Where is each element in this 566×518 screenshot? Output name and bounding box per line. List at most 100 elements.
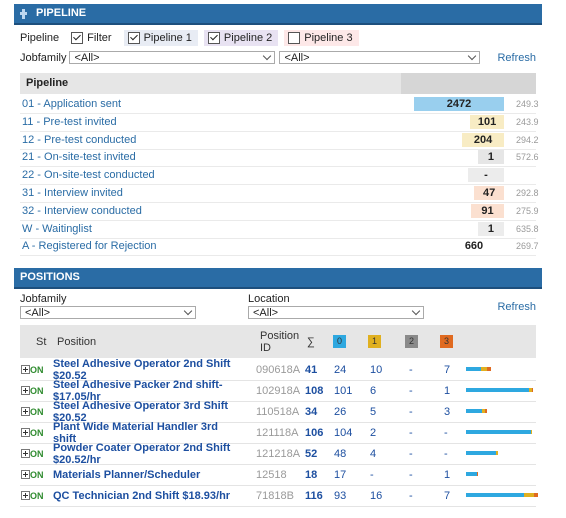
pipeline-refresh-link[interactable]: Refresh [497, 51, 536, 64]
pipeline-row[interactable]: 21 - On-site-test invited 1 572.6 [20, 148, 539, 168]
col-stage2-header[interactable]: 2 [405, 335, 418, 348]
pipeline1-checkbox[interactable] [127, 32, 140, 44]
pipeline-row[interactable]: 11 - Pre-test invited 101 243.9 [20, 113, 539, 132]
stage1-count[interactable]: 6 [370, 384, 377, 397]
expand-icon[interactable] [21, 449, 30, 458]
stage-distribution-bar [466, 409, 488, 413]
position-total[interactable]: 34 [305, 405, 318, 418]
stage-bar-segment [482, 409, 486, 413]
pipeline-row[interactable]: 01 - Application sent 2472 249.3 [20, 95, 539, 114]
position-id: 12518 [256, 468, 287, 481]
col-position-header[interactable]: Position [57, 335, 97, 348]
stage0-count[interactable]: 17 [334, 468, 347, 481]
stage0-count[interactable]: 24 [334, 363, 347, 376]
filter-checkbox-group[interactable]: Filter [67, 30, 117, 46]
position-name-link[interactable]: Plant Wide Material Handler 3rd shift [53, 420, 218, 445]
pipeline2-checkbox-group[interactable]: Pipeline 2 [203, 30, 279, 46]
stage1-count[interactable]: 16 [370, 489, 383, 502]
table-row[interactable]: ON QC Technician 2nd Shift $18.93/hr 71818… [20, 485, 538, 507]
position-total[interactable]: 52 [305, 447, 318, 460]
stage0-count[interactable]: 48 [334, 447, 347, 460]
table-row[interactable]: ON Steel Adhesive Packer 2nd shift- $17.0… [20, 378, 536, 403]
location-select[interactable]: <All> [248, 306, 424, 319]
stage1-count[interactable]: 2 [370, 426, 377, 439]
pipeline3-checkbox-group[interactable]: Pipeline 3 [284, 30, 359, 46]
col-stage1-header[interactable]: 1 [368, 335, 381, 348]
stage3-count[interactable]: 1 [444, 384, 451, 397]
pipeline-row-label[interactable]: 01 - Application sent [22, 98, 122, 110]
stage0-count[interactable]: 101 [334, 384, 353, 397]
positions-refresh-link[interactable]: Refresh [497, 301, 536, 313]
stage1-count[interactable]: 5 [370, 405, 377, 418]
pipeline-row[interactable]: 12 - Pre-test conducted 204 294.2 [20, 131, 539, 150]
stage2-count: - [409, 468, 413, 481]
pipeline-row-label[interactable]: W - Waitinglist [22, 222, 92, 235]
jobfamily-select[interactable]: <All> [69, 51, 276, 64]
position-name-link[interactable]: Steel Adhesive Operator 3rd Shift $20.52 [53, 399, 229, 424]
pipeline-row[interactable]: 32 - Interview conducted 91 275.9 [20, 202, 539, 221]
stage1-count[interactable]: - [370, 468, 374, 481]
table-row[interactable]: ON Steel Adhesive Operator 2nd Shift $20.… [20, 357, 536, 382]
pipeline-row-label[interactable]: 21 - On-site-test invited [22, 151, 136, 164]
pipeline2-checkbox[interactable] [207, 32, 220, 44]
pipeline1-checkbox-group[interactable]: Pipeline 1 [123, 30, 198, 46]
table-row[interactable]: ON Powder Coater Operator 2nd Shift $20.5… [20, 441, 536, 466]
expand-icon[interactable] [21, 386, 30, 395]
expand-icon[interactable] [21, 407, 30, 416]
pipeline-row[interactable]: W - Waitinglist 1 635.8 [20, 220, 539, 239]
pipeline-header: Pipeline [20, 73, 536, 94]
stage3-count[interactable]: 3 [444, 405, 451, 418]
pipeline-row[interactable]: 31 - Interview invited 47 292.8 [20, 184, 539, 203]
col-stage3-header[interactable]: 3 [440, 335, 453, 348]
stage0-count[interactable]: 104 [334, 426, 353, 439]
pipeline3-checkbox[interactable] [288, 32, 301, 44]
stage3-count[interactable]: 7 [444, 363, 451, 376]
table-row[interactable]: ON Materials Planner/Scheduler 12518 18 17 - -… [20, 464, 536, 486]
pipeline-row-label[interactable]: 22 - On-site-test conducted [22, 169, 155, 182]
col-position-id-header[interactable]: Position ID [260, 329, 300, 354]
position-total[interactable]: 18 [305, 468, 318, 481]
stage3-count[interactable]: - [444, 447, 448, 460]
pipeline-row[interactable]: A - Registered for Rejection 660 269.7 [20, 237, 539, 257]
pipeline-row-label[interactable]: 12 - Pre-test conducted [22, 133, 137, 146]
pipeline-row-label[interactable]: 32 - Interview conducted [22, 204, 142, 217]
position-name-link[interactable]: Materials Planner/Scheduler [53, 468, 201, 481]
stage2-count: - [409, 447, 413, 460]
stage3-count[interactable]: 1 [444, 468, 451, 481]
stage3-count[interactable]: 7 [444, 489, 451, 502]
stage1-count[interactable]: 4 [370, 447, 377, 460]
pipeline-row-label[interactable]: 31 - Interview invited [22, 187, 123, 199]
pipeline-row-label[interactable]: A - Registered for Rejection [22, 240, 157, 253]
col-stage0-header[interactable]: 0 [333, 335, 346, 348]
position-name-link[interactable]: Powder Coater Operator 2nd Shift $20.52/… [53, 441, 231, 466]
expand-icon[interactable] [21, 428, 30, 437]
pipeline-count-bar: 660 [444, 239, 504, 254]
col-sum-header[interactable]: ∑ [307, 335, 315, 348]
position-name-link[interactable]: QC Technician 2nd Shift $18.93/hr [53, 489, 231, 502]
stage-bar-segment [476, 472, 478, 476]
pipeline-count-bar: - [468, 168, 504, 183]
positions-jobfamily-select[interactable]: <All> [20, 306, 196, 319]
position-name-link[interactable]: Steel Adhesive Packer 2nd shift- $17.05/… [53, 378, 223, 403]
position-total[interactable]: 116 [305, 489, 323, 502]
expand-icon[interactable] [21, 365, 30, 374]
expand-icon[interactable] [21, 491, 30, 500]
table-row[interactable]: ON Steel Adhesive Operator 3rd Shift $20.… [20, 399, 536, 424]
position-total[interactable]: 41 [305, 363, 318, 376]
position-total[interactable]: 106 [305, 426, 324, 439]
pipeline-row[interactable]: 22 - On-site-test conducted - [20, 166, 536, 186]
pipeline-count-bar: 91 [470, 203, 504, 218]
position-name-link[interactable]: Steel Adhesive Operator 2nd Shift $20.52 [53, 357, 231, 382]
stage3-count[interactable]: - [444, 426, 448, 439]
filter-checkbox[interactable] [71, 32, 84, 44]
stage1-count[interactable]: 10 [370, 363, 383, 376]
pipeline2-checkbox-label: Pipeline 2 [223, 32, 273, 44]
expand-icon[interactable] [21, 470, 30, 479]
position-total[interactable]: 108 [305, 384, 324, 397]
stage0-count[interactable]: 26 [334, 405, 347, 418]
pipeline-row-label[interactable]: 11 - Pre-test invited [22, 115, 117, 128]
col-status-header[interactable]: St [36, 335, 47, 348]
pipeline-select[interactable]: <All> [279, 51, 481, 64]
table-row[interactable]: ON Plant Wide Material Handler 3rd shift 1… [20, 420, 536, 445]
stage0-count[interactable]: 93 [334, 489, 347, 502]
